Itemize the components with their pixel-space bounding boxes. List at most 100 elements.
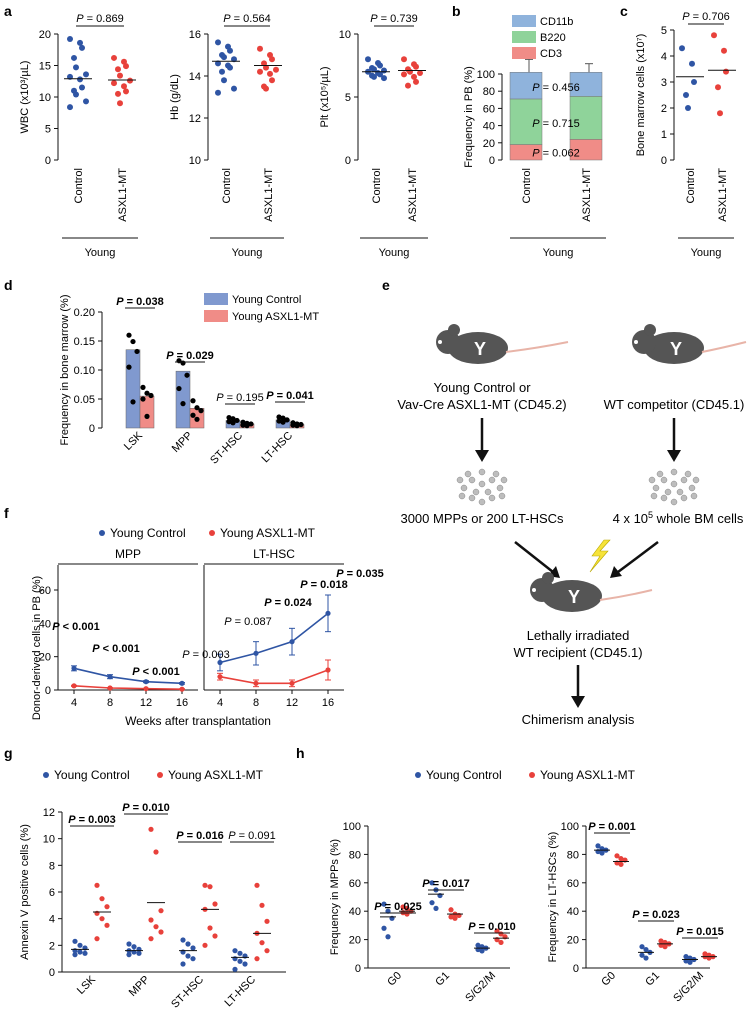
cell-dot (488, 476, 496, 484)
g-pvalue: P = 0.010 (122, 802, 169, 814)
g-control-point (126, 941, 132, 947)
g-mt-point (148, 936, 154, 942)
f-legend-label-control: Young Control (110, 526, 186, 540)
h_mpp-control-point (433, 905, 439, 911)
h_lthsc-mt-point (618, 856, 624, 862)
schematic-panel-e: Y Y Young Control or Vav-Cre ASXL1-MT (C… (397, 324, 747, 727)
a_hb-pvalue: P = 0.564 (223, 13, 270, 25)
f-xtick-label: 12 (140, 697, 152, 709)
c-x-label-control: Control (685, 168, 697, 203)
panel-label-c: c (620, 3, 628, 19)
g-control-point (185, 941, 191, 947)
cell-dot (472, 488, 480, 496)
a_wbc-control-point (71, 54, 77, 61)
panel-label-h: h (296, 745, 305, 761)
a_wbc-mt-point (117, 72, 123, 79)
d-point (140, 384, 146, 390)
f-mt-point (217, 674, 223, 680)
f-control-point (217, 659, 223, 666)
a_wbc-tick-label: 20 (39, 29, 51, 41)
panel-label-a: a (4, 3, 12, 19)
a_plt-control-point (377, 62, 383, 69)
c-tick-label: 2 (661, 103, 667, 115)
f-xtick-label: 4 (217, 697, 223, 709)
f-xtick-label: 12 (286, 697, 298, 709)
b-legend-label-cd11b: CD11b (540, 16, 573, 28)
a_wbc-x-label-mt: ASXL1-MT (117, 168, 129, 222)
a_wbc-mt-point (111, 80, 117, 87)
d-pvalue: P = 0.041 (266, 390, 313, 402)
f-control-point (289, 639, 295, 645)
c-mt-point (721, 47, 727, 54)
d-point (144, 413, 150, 419)
d-legend-swatch-control (204, 293, 228, 305)
a_plt-control-point (365, 56, 371, 63)
h_lthsc-tick-label: 40 (567, 906, 579, 918)
h_lthsc-tick-label: 100 (561, 821, 579, 833)
competitor-cells-label: 4 x 105 whole BM cells (613, 510, 744, 526)
h_mpp-x-label: G1 (433, 970, 452, 989)
c-mt-point (723, 68, 729, 75)
b-legend-swatch-cd3 (512, 47, 536, 59)
d-bar-mt (139, 395, 155, 429)
d-pvalue: P = 0.038 (116, 296, 163, 308)
donor-mouse-letter: Y (474, 339, 486, 359)
d-point (240, 422, 246, 428)
g-control-point (77, 949, 83, 955)
g-control-point (180, 961, 186, 967)
a_plt-mt-point (405, 82, 411, 89)
h_lthsc-tick-label: 0 (573, 963, 579, 975)
c-control-point (683, 92, 689, 98)
c-control-point (685, 105, 691, 111)
c-young-label: Young (691, 247, 722, 259)
h_mpp-x-label: G0 (385, 970, 404, 989)
h_lthsc-control-point (643, 946, 649, 953)
b-young-label: Young (543, 247, 574, 259)
cell-dot (670, 480, 678, 488)
a_wbc-tick-label: 10 (39, 92, 51, 104)
g-control-point (232, 948, 238, 954)
f-xtick-label: 16 (176, 697, 188, 709)
cell-dot (500, 476, 508, 484)
f-xtick-label: 4 (71, 697, 77, 709)
a_wbc-tick-label: 0 (45, 155, 51, 167)
g-control-point (77, 942, 83, 948)
a_hb-control-point (231, 56, 237, 63)
d-tick-label: 0.20 (74, 307, 95, 319)
c-tick-label: 5 (661, 25, 667, 37)
a_plt-mt-point (411, 73, 417, 80)
c-mt-point (711, 32, 717, 39)
c-control-point (679, 45, 685, 52)
competitor-cell-cluster (648, 468, 700, 506)
a_plt-young-label: Young (379, 247, 410, 259)
a_wbc-control-point (73, 64, 79, 71)
a_hb-control-point (219, 68, 225, 75)
h_mpp-ylabel: Frequency in MPPs (%) (329, 839, 341, 955)
a_wbc-young-label: Young (85, 247, 116, 259)
a_hb-control-point (227, 47, 233, 54)
cell-dot (648, 476, 656, 484)
d-tick-label: 0.05 (74, 394, 95, 406)
h_lthsc-pvalue: P = 0.023 (632, 909, 679, 921)
g-mt-point (254, 882, 260, 888)
cell-dot (468, 476, 476, 484)
f-pvalue: P = 0.018 (300, 579, 347, 591)
g-mt-point (202, 882, 208, 888)
cell-dot (690, 492, 698, 500)
b-legend-swatch-cd11b (512, 15, 536, 27)
f-xtick-label: 16 (322, 697, 334, 709)
g-mt-point (148, 917, 154, 923)
g-mt-point (212, 901, 218, 907)
d-tick-label: 0.15 (74, 336, 95, 348)
f-control-point (179, 680, 185, 686)
g-tick-label: 8 (49, 860, 55, 872)
cell-dot (650, 492, 658, 500)
cell-dot (670, 498, 678, 506)
b-ylabel: Frequency in PB (%) (463, 66, 475, 167)
cell-dot (468, 494, 476, 502)
c-mt-point (715, 84, 721, 91)
a_wbc-pvalue: P = 0.869 (76, 13, 123, 25)
competitor-label: WT competitor (CD45.1) (604, 397, 745, 412)
cell-dot (488, 494, 496, 502)
